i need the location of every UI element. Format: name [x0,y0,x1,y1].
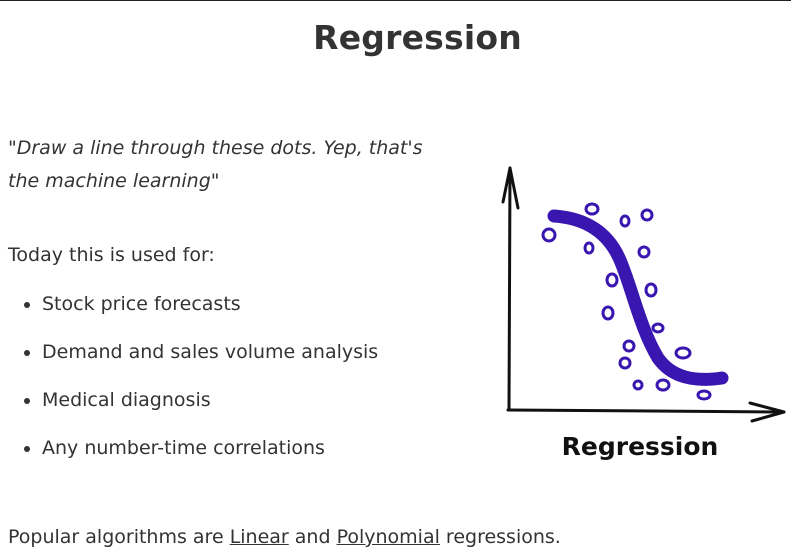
quote-text: "Draw a line through these dots. Yep, th… [8,137,423,192]
regression-drawing: Regression [501,166,786,461]
data-point [622,339,636,353]
x-axis-line [506,408,786,414]
y-axis-line [507,166,512,412]
uses-intro: Today this is used for: [8,244,215,266]
data-point [644,282,658,298]
data-point [637,245,651,259]
data-point [541,227,557,243]
y-axis-arrowhead [501,166,520,210]
x-axis-arrowhead [748,401,786,423]
data-point [696,389,712,401]
data-point [584,202,600,216]
data-points [541,202,712,401]
data-point [618,356,632,370]
data-point [640,208,654,222]
data-point [655,378,671,392]
data-point [601,305,615,321]
page-title: Regression [313,18,522,57]
data-point [583,241,595,255]
polynomial-link[interactable]: Polynomial [336,526,440,548]
data-point [674,346,692,360]
top-rule [0,0,791,1]
regression-illustration: Regression [490,160,790,470]
list-item: Any number-time correlations [42,434,378,482]
data-point [605,272,619,288]
data-point [619,214,631,228]
regression-curve [547,209,729,386]
uses-list: Stock price forecasts Demand and sales v… [0,290,378,482]
linear-link[interactable]: Linear [229,526,289,548]
footer-text: Popular algorithms are Linear and Polyno… [8,526,561,548]
list-item: Demand and sales volume analysis [42,338,378,386]
data-point [632,379,644,391]
figure-caption: Regression [562,432,719,461]
footer-suffix: regressions. [439,526,561,548]
footer-prefix: Popular algorithms are [8,526,230,548]
list-item: Stock price forecasts [42,290,378,338]
list-item: Medical diagnosis [42,386,378,434]
data-point [651,322,665,334]
footer-middle: and [288,526,337,548]
